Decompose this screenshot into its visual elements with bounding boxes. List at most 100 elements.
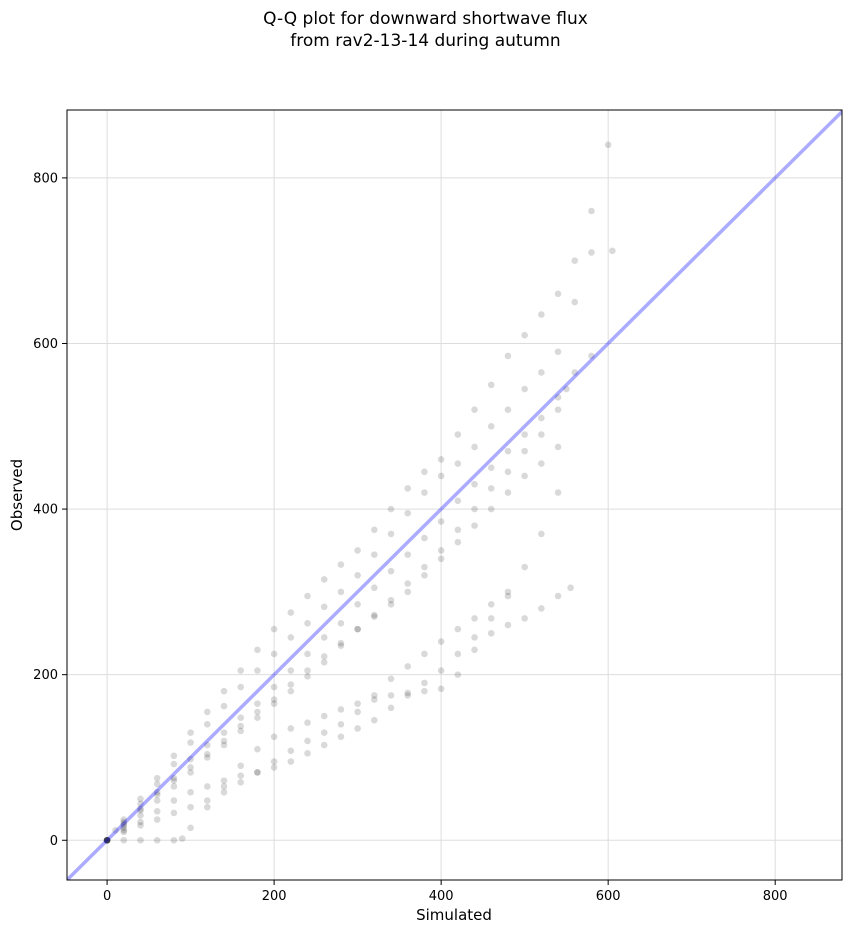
data-point (354, 725, 361, 732)
data-point (220, 741, 228, 749)
data-point (204, 708, 211, 716)
data-point (554, 394, 562, 401)
data-point (103, 836, 111, 844)
data-points (103, 141, 616, 844)
data-point (270, 764, 278, 771)
data-point (237, 727, 245, 735)
data-point (404, 663, 412, 670)
data-point (237, 772, 245, 779)
data-point (454, 538, 462, 546)
data-point (354, 700, 361, 707)
data-point (120, 836, 128, 844)
data-point (304, 719, 311, 726)
data-point (487, 485, 495, 492)
data-point (287, 725, 295, 732)
data-point (387, 704, 395, 712)
data-point (437, 456, 445, 463)
data-point (304, 750, 311, 757)
chart-title-line-2: from rav2-13-14 during autumn (290, 31, 561, 51)
data-point (204, 754, 211, 761)
data-point (337, 642, 345, 649)
data-point (103, 836, 111, 844)
data-point (437, 472, 445, 480)
data-point (320, 653, 328, 660)
data-point (454, 671, 462, 678)
data-point (153, 836, 161, 844)
data-point (421, 679, 428, 687)
data-point (204, 803, 211, 811)
data-point (554, 406, 562, 414)
data-point (454, 497, 462, 505)
data-point (254, 667, 261, 674)
data-point (270, 700, 278, 707)
data-point (103, 836, 111, 844)
data-point (404, 509, 412, 517)
data-point (437, 685, 445, 693)
y-tick-label: 200 (33, 668, 58, 683)
data-point (287, 609, 295, 616)
data-point (404, 692, 412, 699)
data-point (563, 385, 570, 393)
data-point (504, 447, 512, 455)
data-point (337, 706, 345, 713)
data-point (588, 207, 595, 215)
data-point (337, 588, 345, 596)
data-point (320, 712, 328, 720)
data-point (237, 722, 245, 730)
data-point (112, 827, 119, 834)
data-point (437, 518, 445, 525)
data-point (170, 797, 178, 804)
data-point (421, 650, 428, 658)
data-point (187, 764, 194, 771)
data-point (538, 369, 545, 376)
data-point (103, 836, 111, 844)
x-tick-label: 400 (429, 889, 454, 904)
x-axis-label: Simulated (416, 906, 492, 924)
data-point (538, 605, 545, 612)
data-point (454, 431, 462, 438)
data-point (521, 385, 528, 393)
data-point (421, 572, 428, 579)
data-point (354, 547, 361, 554)
data-point (471, 505, 478, 513)
reference-line-1to1 (67, 110, 842, 880)
data-point (487, 505, 495, 513)
data-point (371, 551, 378, 558)
y-tick-label: 400 (33, 503, 58, 518)
data-point (170, 783, 178, 790)
data-point (554, 348, 562, 356)
x-axis-ticks: 0 200 400 600 800 (103, 880, 788, 904)
data-point (471, 615, 478, 622)
data-point (153, 807, 161, 815)
data-point (387, 675, 395, 683)
data-point (187, 739, 194, 746)
data-point (521, 431, 528, 438)
data-point (287, 747, 295, 755)
data-point (404, 485, 412, 492)
data-point (404, 588, 412, 596)
data-point (187, 729, 194, 736)
data-point (521, 331, 528, 339)
data-point (454, 526, 462, 534)
data-point (170, 809, 178, 817)
data-point (504, 588, 512, 596)
data-point (270, 733, 278, 741)
plot-frame (66, 109, 843, 881)
data-point (554, 592, 562, 600)
data-point (421, 534, 428, 542)
data-point (387, 530, 395, 538)
data-point (187, 755, 194, 763)
data-point (487, 600, 495, 608)
data-point (270, 696, 278, 703)
data-point (237, 779, 245, 786)
data-point (354, 625, 361, 633)
data-point (120, 827, 128, 834)
data-point (320, 729, 328, 736)
data-point (371, 584, 378, 592)
data-point (571, 369, 579, 376)
data-point (237, 683, 245, 691)
data-point (204, 741, 211, 749)
data-point (254, 769, 261, 776)
data-point (567, 584, 574, 592)
data-point (337, 733, 345, 741)
